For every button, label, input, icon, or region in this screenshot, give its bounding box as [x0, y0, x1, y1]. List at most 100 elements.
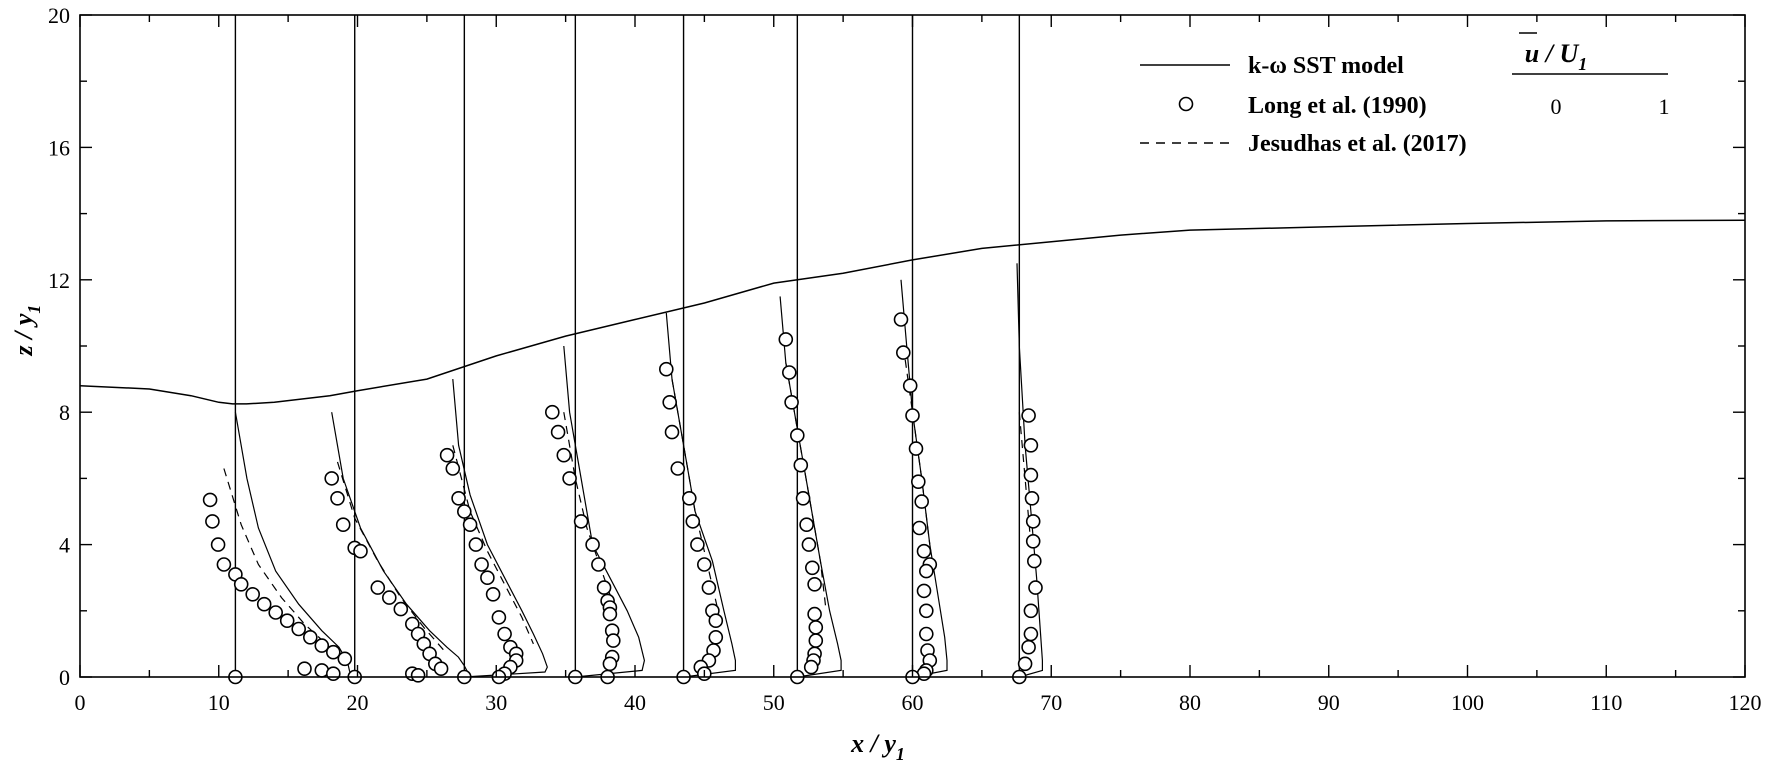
experiment-point: [433, 661, 449, 677]
x-tick-label: 120: [1729, 690, 1762, 715]
experiment-point: [324, 471, 340, 486]
experiment-point: [279, 613, 295, 629]
experiment-point: [205, 514, 220, 529]
experiment-point: [480, 570, 495, 586]
experiment-point: [807, 576, 822, 592]
experiment-point: [664, 424, 680, 440]
experiment-point: [596, 580, 612, 595]
experiment-point: [451, 490, 466, 506]
experiment-point: [393, 601, 409, 617]
x-tick-label: 80: [1179, 690, 1201, 715]
experiment-point: [681, 490, 697, 506]
experiment-point: [795, 490, 811, 506]
experiment-point: [325, 666, 341, 682]
experiment-point: [491, 610, 507, 625]
experiment-point: [370, 580, 386, 595]
experiment-point: [1021, 639, 1036, 655]
station-7: [893, 15, 948, 685]
legend-label-les: Jesudhas et al. (2017): [1248, 131, 1467, 157]
experiment-point: [602, 606, 618, 622]
experiment-point: [918, 603, 934, 619]
experiment-point: [690, 537, 705, 552]
station-2: [324, 15, 471, 685]
experiment-point: [325, 644, 341, 660]
experiment-point: [445, 461, 461, 476]
experiment-point: [216, 557, 232, 572]
experiment-point: [485, 586, 501, 602]
experiment-point: [256, 596, 272, 612]
experiment-point: [573, 514, 589, 529]
x-tick-label: 10: [208, 690, 230, 715]
experiment-point: [602, 656, 618, 672]
les-profile-line: [452, 445, 534, 645]
x-tick-label: 90: [1318, 690, 1340, 715]
experiment-point: [335, 517, 351, 533]
experiment-point: [708, 613, 724, 629]
experiment-point: [1028, 580, 1043, 595]
experiment-point: [807, 606, 822, 622]
les-profile-line: [563, 412, 617, 611]
experiment-point: [910, 474, 926, 490]
velocity-scale-one: 1: [1659, 94, 1670, 119]
station-3: [439, 15, 548, 685]
experiment-point: [1024, 490, 1040, 506]
experiment-point: [330, 490, 345, 506]
x-tick-label: 20: [347, 690, 369, 715]
model-profile-line: [234, 412, 353, 678]
experiment-point: [1025, 514, 1041, 529]
experiment-point: [245, 586, 260, 602]
experiment-point: [202, 492, 218, 508]
y-tick-label: 8: [59, 400, 70, 425]
legend-label-experiment: Long et al. (1990): [1248, 93, 1427, 119]
experiment-point: [410, 667, 426, 683]
legend-label-model: k-ω SST model: [1248, 53, 1404, 79]
experiment-point: [591, 557, 606, 572]
station-4: [544, 15, 646, 685]
experiment-point: [1027, 553, 1042, 569]
x-tick-label: 0: [75, 690, 86, 715]
experiment-point: [1023, 603, 1039, 619]
experiment-point: [808, 620, 824, 635]
station-8: [1011, 15, 1044, 685]
experiment-point: [918, 626, 934, 642]
experiment-point: [550, 424, 566, 440]
model-profile-line: [665, 312, 737, 678]
experiment-point: [462, 517, 478, 533]
legend: k-ω SST model Long et al. (1990) Jesudha…: [1140, 53, 1467, 157]
x-tick-label: 50: [763, 690, 785, 715]
les-profile-line: [671, 378, 719, 611]
experiment-point: [916, 583, 932, 599]
experiment-point: [468, 537, 484, 552]
experiment-point: [497, 626, 512, 642]
les-profile-line: [336, 461, 448, 655]
experiment-point: [685, 514, 701, 529]
y-axis-title: z / y1: [9, 305, 44, 357]
experiment-point: [916, 543, 932, 559]
experiment-point: [670, 461, 686, 476]
y-tick-label: 0: [59, 665, 70, 690]
experiment-point: [268, 605, 284, 620]
x-tick-label: 70: [1040, 690, 1062, 715]
experiment-point: [781, 365, 797, 380]
velocity-scale: u / U1 0 1: [1512, 32, 1670, 119]
experiment-point: [701, 580, 717, 595]
experiment-point: [1017, 656, 1033, 672]
experiment-point: [353, 543, 368, 559]
experiment-point: [302, 629, 318, 645]
experiment-point: [544, 404, 560, 420]
experiment-point: [1023, 437, 1039, 453]
experiment-point: [456, 504, 472, 519]
experiment-point: [658, 361, 674, 377]
y-tick-label: 16: [48, 135, 70, 160]
velocity-scale-title: u / U1: [1525, 39, 1587, 74]
experiment-point: [1023, 626, 1039, 642]
y-tick-label: 20: [48, 3, 70, 28]
station-6: [778, 15, 842, 685]
model-profile-line: [331, 412, 471, 678]
legend-circle-sample: [1178, 96, 1194, 112]
experiment-point: [804, 560, 820, 576]
experiment-point: [314, 638, 330, 653]
experiment-point: [291, 621, 307, 637]
